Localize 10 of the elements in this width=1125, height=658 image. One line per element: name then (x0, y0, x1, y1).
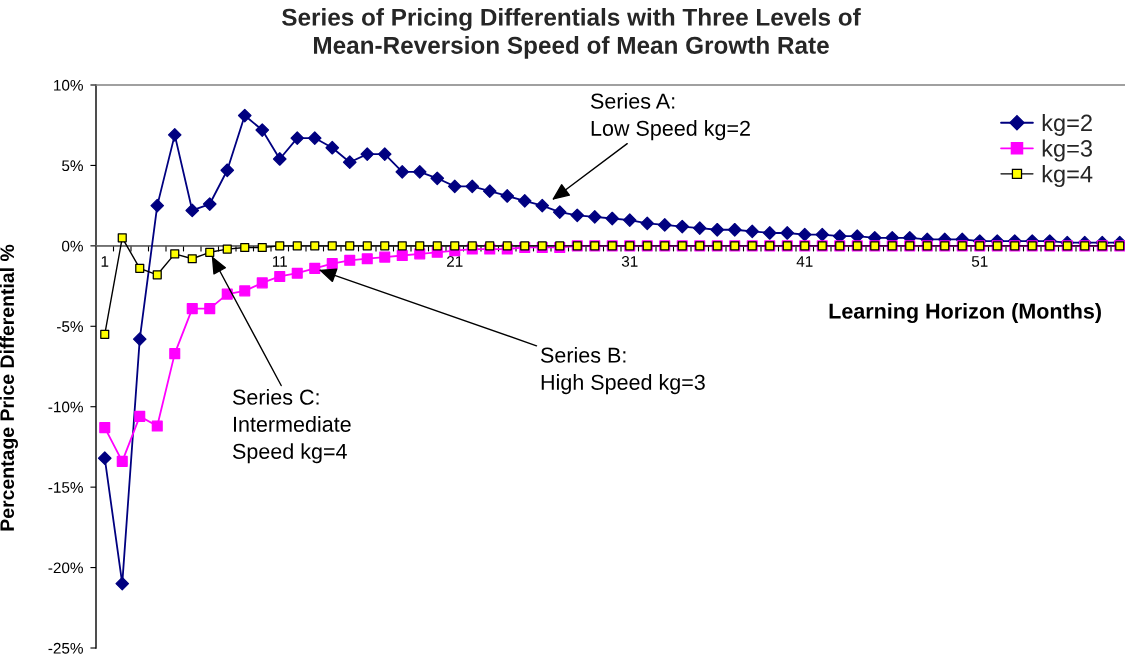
y-tick-label: -25% (48, 642, 83, 654)
y-axis-title: Percentage Price Differential % (0, 244, 18, 531)
y-tick-label: -10% (48, 401, 83, 413)
y-tick-label: -5% (57, 321, 83, 332)
y-tick-label: -20% (48, 562, 83, 574)
y-tick-label: -15% (48, 482, 83, 493)
y-tick-label: 5% (62, 160, 83, 172)
y-tick-label: 10% (54, 79, 83, 91)
chart-title: Series of Pricing Differentials with Three Levels of Mean-Reversion Speed of Mean Growth Rate (282, 8, 861, 59)
y-tick-label: 0% (62, 240, 83, 252)
